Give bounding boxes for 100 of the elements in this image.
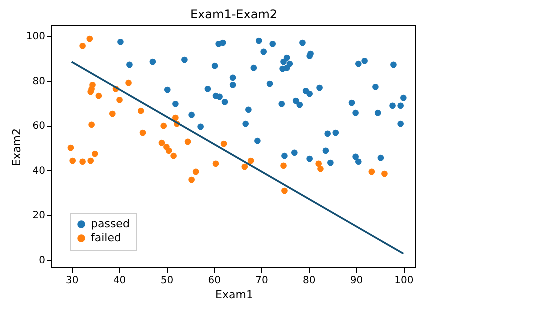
point — [230, 82, 236, 88]
point — [355, 158, 362, 166]
x-tick-label: 60 — [208, 276, 221, 286]
point — [118, 38, 124, 46]
point — [172, 100, 179, 108]
legend-label: passed — [91, 218, 130, 230]
point — [212, 160, 220, 168]
point — [316, 160, 322, 168]
point — [164, 86, 171, 94]
y-tick-label: 20 — [32, 210, 46, 222]
point — [70, 158, 76, 164]
x-tick-label: 40 — [113, 276, 126, 286]
point — [92, 150, 98, 158]
x-tick-label: 100 — [394, 276, 414, 286]
legend-label: failed — [91, 232, 122, 244]
x-tick-label: 90 — [350, 276, 364, 286]
point — [140, 130, 146, 136]
point — [166, 148, 172, 154]
point — [88, 88, 94, 96]
point — [282, 188, 288, 194]
point — [270, 40, 276, 48]
y-tick-label: 0 — [39, 255, 46, 266]
point — [220, 40, 226, 46]
point — [292, 150, 298, 156]
x-tick-label: 80 — [303, 276, 316, 286]
point — [372, 84, 379, 90]
point — [398, 102, 404, 110]
point — [256, 38, 262, 44]
point — [126, 80, 132, 86]
y-axis-title: Exam2 — [10, 128, 24, 166]
point — [150, 58, 156, 66]
point — [188, 176, 195, 184]
point — [260, 48, 268, 56]
x-tick-label: 70 — [256, 276, 268, 286]
point — [324, 130, 332, 138]
point — [230, 74, 236, 82]
point — [390, 62, 397, 68]
point — [138, 108, 144, 114]
point — [188, 112, 195, 118]
point — [182, 56, 188, 64]
point — [322, 148, 330, 154]
point — [68, 144, 74, 152]
point — [80, 42, 86, 50]
point — [284, 54, 290, 62]
point — [204, 86, 212, 92]
point — [242, 164, 248, 170]
point — [352, 154, 359, 160]
point — [170, 152, 177, 160]
point — [160, 122, 168, 130]
point — [378, 154, 384, 162]
point — [282, 152, 288, 160]
point — [316, 84, 323, 92]
point — [250, 64, 258, 72]
point — [266, 80, 274, 88]
point — [348, 100, 356, 106]
point — [400, 94, 407, 102]
point — [222, 98, 228, 106]
point — [306, 90, 313, 98]
point — [242, 120, 250, 128]
point — [280, 162, 287, 170]
point — [126, 62, 133, 68]
point — [172, 114, 179, 122]
point — [296, 102, 304, 108]
point — [246, 106, 252, 114]
point — [280, 58, 287, 66]
point — [86, 36, 94, 42]
point — [355, 60, 362, 68]
point — [300, 40, 306, 46]
y-tick-label: 100 — [26, 32, 46, 43]
point — [96, 92, 102, 100]
point — [198, 124, 204, 130]
y-tick-label: 60 — [32, 121, 46, 132]
point — [88, 122, 95, 128]
point — [368, 168, 376, 176]
point — [374, 110, 382, 116]
point — [398, 120, 404, 128]
point — [292, 98, 300, 104]
point — [278, 100, 286, 108]
point — [254, 138, 261, 144]
point — [390, 102, 396, 110]
chart-title: Exam1-Exam2 — [190, 8, 278, 22]
point — [328, 160, 334, 166]
point — [318, 166, 324, 172]
point — [116, 96, 123, 104]
point — [332, 130, 340, 136]
point — [110, 110, 116, 118]
point — [220, 140, 228, 148]
y-tick-label: 80 — [32, 76, 46, 88]
point — [306, 156, 313, 162]
y-tick-label: 40 — [32, 166, 46, 177]
point — [158, 140, 166, 146]
point — [248, 158, 254, 164]
point — [80, 158, 86, 166]
point — [216, 94, 223, 100]
point — [352, 110, 359, 116]
point — [184, 138, 192, 146]
point — [306, 53, 313, 60]
point — [192, 168, 200, 176]
x-tick-label: 50 — [160, 276, 174, 286]
x-axis-title: Exam1 — [216, 288, 254, 302]
